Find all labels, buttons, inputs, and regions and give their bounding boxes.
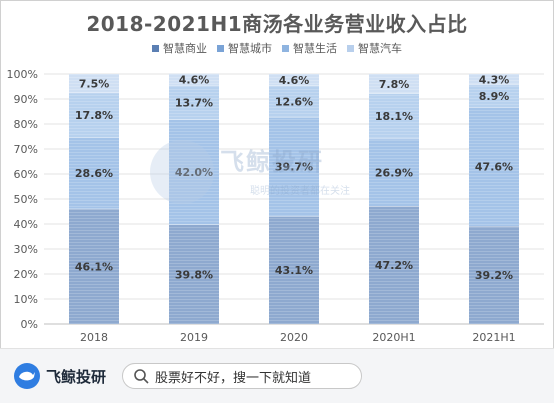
y-tick-label-7: 70% bbox=[14, 143, 38, 156]
data-label-3-0: 7.5% bbox=[79, 77, 110, 90]
bar-texture-0-1 bbox=[169, 224, 219, 324]
data-label-0-0: 46.1% bbox=[75, 260, 113, 273]
data-label-1-4: 47.6% bbox=[475, 161, 513, 174]
y-tick-label-5: 50% bbox=[14, 193, 38, 206]
bar-texture-3-4 bbox=[469, 74, 519, 85]
bar-texture-3-1 bbox=[169, 73, 219, 86]
data-label-2-0: 17.8% bbox=[75, 109, 113, 122]
brand-name: 飞鲸投研 bbox=[46, 367, 107, 386]
data-label-3-4: 4.3% bbox=[479, 73, 510, 86]
x-tick-label-2: 2020 bbox=[280, 331, 308, 344]
data-label-0-4: 39.2% bbox=[475, 269, 513, 282]
bar-texture-2-1 bbox=[169, 85, 219, 120]
bar-texture-2-4 bbox=[469, 84, 519, 107]
data-label-2-1: 13.7% bbox=[175, 96, 213, 109]
legend-item-3: 智慧汽车 bbox=[347, 40, 402, 56]
y-tick-label-4: 40% bbox=[14, 218, 38, 231]
data-label-2-3: 18.1% bbox=[375, 110, 413, 123]
x-tick-label-0: 2018 bbox=[80, 331, 108, 344]
chart-legend: 智慧商业 智慧城市 智慧生活 智慧汽车 bbox=[0, 40, 554, 56]
data-label-1-1: 42.0% bbox=[175, 166, 213, 179]
y-tick-label-6: 60% bbox=[14, 168, 38, 181]
x-tick-label-4: 2021H1 bbox=[472, 331, 515, 344]
search-box[interactable]: 股票好不好，搜一下就知道 bbox=[122, 363, 362, 389]
stacked-bar-chart: 0% 10% 20% 30% 40% 50% 60% 70% 80% 90% 100% 46.1% 28… bbox=[7, 68, 544, 344]
chart-title: 2018-2021H1商汤各业务营业收入占比 bbox=[86, 12, 468, 36]
data-label-1-0: 28.6% bbox=[75, 167, 113, 180]
data-label-0-3: 47.2% bbox=[375, 259, 413, 272]
legend-item-0: 智慧商业 bbox=[152, 40, 207, 56]
y-tick-label-2: 20% bbox=[14, 268, 38, 281]
data-label-3-2: 4.6% bbox=[279, 74, 310, 87]
y-tick-label-9: 90% bbox=[14, 93, 38, 106]
y-tick-label-8: 80% bbox=[14, 118, 38, 131]
x-tick-label-3: 2020H1 bbox=[372, 331, 415, 344]
data-label-1-2: 39.7% bbox=[275, 161, 313, 174]
bar-texture-1-3 bbox=[369, 138, 419, 206]
bar-texture-1-2 bbox=[269, 117, 319, 217]
legend-swatch-2 bbox=[282, 44, 289, 52]
legend-item-2: 智慧生活 bbox=[282, 40, 337, 56]
whale-logo-icon bbox=[14, 363, 40, 389]
y-tick-label-0: 0% bbox=[21, 318, 38, 331]
bar-texture-2-2 bbox=[269, 85, 319, 117]
bar-texture-3-2 bbox=[269, 74, 319, 86]
data-label-0-1: 39.8% bbox=[175, 268, 213, 281]
bar-texture-0-0 bbox=[69, 208, 119, 324]
search-icon bbox=[134, 369, 149, 384]
data-label-0-2: 43.1% bbox=[275, 264, 313, 277]
bar-texture-0-2 bbox=[269, 216, 319, 324]
bar-texture-0-4 bbox=[469, 226, 519, 324]
data-label-3-3: 7.8% bbox=[379, 78, 410, 91]
bar-texture-2-3 bbox=[369, 93, 419, 139]
legend-swatch-3 bbox=[347, 44, 354, 52]
y-tick-label-3: 30% bbox=[14, 243, 38, 256]
bar-texture-1-1 bbox=[169, 119, 219, 225]
legend-item-1: 智慧城市 bbox=[217, 40, 272, 56]
data-label-3-1: 4.6% bbox=[179, 74, 210, 87]
data-label-1-3: 26.9% bbox=[375, 166, 413, 179]
legend-label-2: 智慧生活 bbox=[293, 42, 337, 55]
search-text: 股票好不好，搜一下就知道 bbox=[155, 370, 312, 386]
bar-texture-0-3 bbox=[369, 206, 419, 324]
data-label-2-2: 12.6% bbox=[275, 95, 313, 108]
data-label-2-4: 8.9% bbox=[479, 90, 510, 103]
legend-swatch-0 bbox=[152, 44, 159, 52]
bar-texture-3-3 bbox=[369, 74, 419, 94]
bar-texture-2-0 bbox=[69, 92, 119, 138]
y-tick-label-1: 10% bbox=[14, 293, 38, 306]
footer-bar: 飞鲸投研 股票好不好，搜一下就知道 bbox=[0, 348, 554, 403]
x-tick-label-1: 2019 bbox=[180, 331, 208, 344]
bar-texture-3-0 bbox=[69, 74, 119, 93]
brand[interactable]: 飞鲸投研 bbox=[14, 363, 106, 389]
legend-label-0: 智慧商业 bbox=[163, 42, 207, 55]
legend-label-1: 智慧城市 bbox=[228, 42, 272, 55]
bar-texture-1-0 bbox=[69, 137, 119, 209]
legend-label-3: 智慧汽车 bbox=[358, 42, 402, 55]
y-tick-label-10: 100% bbox=[7, 68, 38, 81]
bar-texture-1-4 bbox=[469, 107, 519, 226]
legend-swatch-1 bbox=[217, 44, 224, 52]
